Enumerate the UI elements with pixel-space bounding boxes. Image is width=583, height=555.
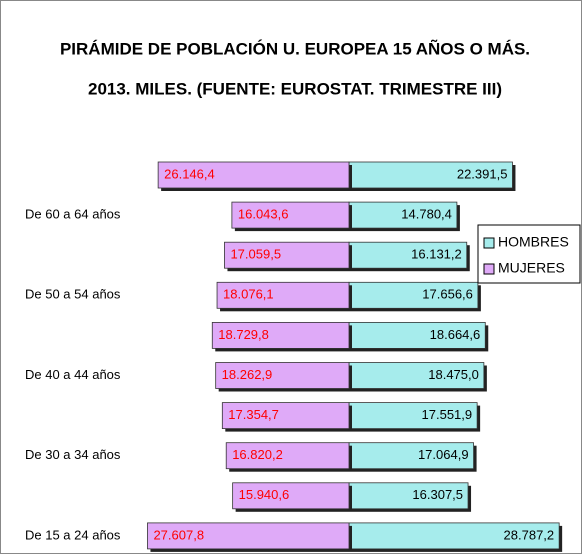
- legend-label: MUJERES: [498, 260, 565, 276]
- bar: [348, 241, 468, 269]
- category-label: De 30 a 34 años: [25, 447, 121, 462]
- value-label: 22.391,5: [457, 166, 508, 181]
- value-label: 27.607,8: [153, 527, 204, 542]
- value-label: 18.664,6: [430, 327, 481, 342]
- category-label: De 40 a 44 años: [25, 367, 121, 382]
- bar: [215, 362, 350, 389]
- bar: [231, 201, 350, 229]
- value-label: 17.656,6: [422, 287, 473, 302]
- value-label: 26.146,4: [164, 166, 215, 181]
- category-label: De 50 a 54 años: [25, 287, 121, 302]
- category-label: De 60 a 64 años: [25, 207, 121, 222]
- category-label: De 15 a 24 años: [25, 527, 121, 542]
- legend-swatch: [483, 263, 495, 275]
- value-label: 14.780,4: [401, 207, 452, 222]
- bar: [348, 482, 469, 510]
- legend-swatch: [483, 237, 495, 249]
- bar: [348, 442, 474, 470]
- value-label: 17.059,5: [230, 247, 281, 262]
- bar: [211, 321, 350, 349]
- value-label: 17.064,9: [418, 447, 469, 462]
- bar: [221, 402, 350, 430]
- bar: [348, 321, 486, 349]
- bar: [348, 281, 479, 309]
- value-label: 16.820,2: [232, 447, 283, 462]
- bar: [224, 241, 350, 269]
- value-label: 28.787,2: [504, 527, 555, 542]
- value-label: 18.262,9: [222, 367, 273, 382]
- value-label: 16.131,2: [411, 247, 462, 262]
- bar: [225, 442, 350, 470]
- bar: [147, 522, 350, 550]
- bar: [348, 522, 560, 550]
- chart-title: PIRÁMIDE DE POBLACIÓN U. EUROPEA 15 AÑOS…: [60, 38, 530, 58]
- bar: [348, 362, 485, 389]
- bar: [232, 482, 350, 510]
- value-label: 18.076,1: [223, 287, 274, 302]
- bar: [348, 161, 513, 189]
- value-label: 18.729,8: [218, 327, 269, 342]
- bar: [348, 201, 458, 229]
- legend-label: HOMBRES: [498, 234, 569, 250]
- value-label: 16.043,6: [238, 207, 289, 222]
- value-label: 17.354,7: [228, 407, 279, 422]
- value-label: 15.940,6: [239, 487, 290, 502]
- value-label: 16.307,5: [412, 487, 463, 502]
- bar: [348, 402, 478, 430]
- value-label: 17.551,9: [422, 407, 473, 422]
- chart-title: 2013. MILES. (FUENTE: EUROSTAT. TRIMESTR…: [88, 79, 502, 98]
- legend-box: [477, 224, 581, 284]
- value-label: 18.475,0: [428, 367, 479, 382]
- bar: [216, 281, 350, 309]
- bar: [157, 161, 350, 189]
